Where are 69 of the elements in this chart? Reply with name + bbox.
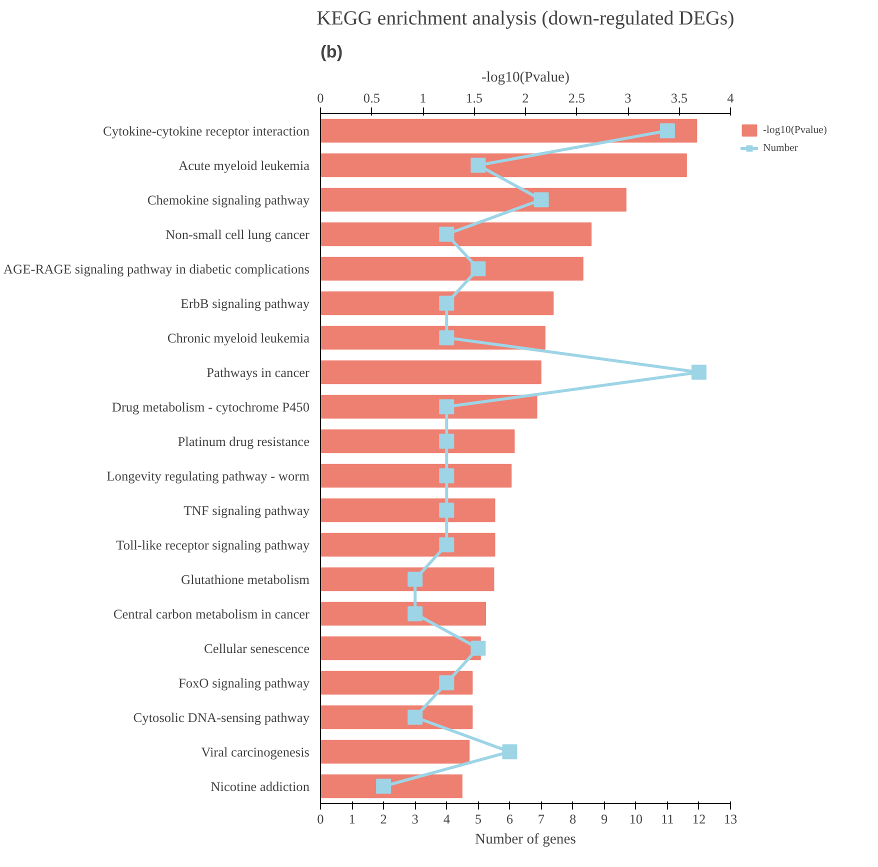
x2-tick-label: 2.5 xyxy=(568,90,586,106)
y-tick-label: Longevity regulating pathway - worm xyxy=(106,468,310,484)
x-tick-label: 4 xyxy=(443,812,450,826)
y-tick-label: TNF signaling pathway xyxy=(184,502,310,518)
x-tick-label: 1 xyxy=(348,812,356,826)
y-tick-label: Cellular senescence xyxy=(204,640,310,656)
y-tick-label: Central carbon metabolism in cancer xyxy=(113,606,310,622)
x-tick-label: 7 xyxy=(538,812,545,826)
y-tick-label: Cytokine-cytokine receptor interaction xyxy=(102,123,310,138)
x2-tick-label: 3 xyxy=(624,90,632,106)
y-tick-label: Drug metabolism - cytochrome P450 xyxy=(112,399,310,414)
point xyxy=(691,364,706,380)
point xyxy=(534,192,549,208)
point xyxy=(408,572,423,587)
x2-tick-label: 0 xyxy=(317,90,324,106)
x-tick-label: 13 xyxy=(724,812,738,826)
text: (b) xyxy=(320,42,343,62)
x2-tick-label: 1.5 xyxy=(466,90,483,106)
x-tick-label: 2 xyxy=(380,812,387,826)
y-tick-label: Cytosolic DNA-sensing pathway xyxy=(133,710,310,725)
y-tick-label: FoxO signaling pathway xyxy=(178,675,310,690)
y-tick-label: AGE-RAGE signaling pathway in diabetic complications xyxy=(3,261,310,276)
point xyxy=(376,778,392,794)
point xyxy=(439,502,454,518)
x-axis-title: Number of genes xyxy=(475,832,576,848)
x2-tick-label: 1 xyxy=(420,90,426,106)
y-tick-label: Platinum drug resistance xyxy=(178,434,310,449)
y-tick-label: ErbB signaling pathway xyxy=(180,296,310,311)
point xyxy=(470,261,486,276)
point xyxy=(502,744,518,760)
x2-tick-label: 2 xyxy=(522,90,529,106)
point xyxy=(660,123,675,138)
x-tick-label: 0 xyxy=(317,812,324,826)
point xyxy=(470,640,486,656)
x2-tick-label: 0.5 xyxy=(363,90,380,106)
y-tick-label: Acute myeloid leukemia xyxy=(178,158,310,173)
y-tick-label: Glutathione metabolism xyxy=(181,572,310,587)
legend-label: Number xyxy=(763,142,798,155)
y-tick-label: Chronic myeloid leukemia xyxy=(167,330,310,346)
point xyxy=(439,468,454,484)
y-tick-label: Viral carcinogenesis xyxy=(201,744,310,760)
x-tick-label: 9 xyxy=(601,812,608,826)
x2-axis-title: -log10(Pvalue) xyxy=(482,70,570,86)
x-tick-label: 3 xyxy=(412,812,419,826)
x2-tick-label: 3.5 xyxy=(670,90,688,106)
y-tick-label: Nicotine addiction xyxy=(210,778,310,794)
y-tick-label: Non-small cell lung cancer xyxy=(166,226,310,242)
point xyxy=(439,434,454,449)
x-tick-label: 5 xyxy=(474,812,482,826)
point xyxy=(439,675,454,690)
point xyxy=(408,606,423,622)
x2-tick-label: 4 xyxy=(727,90,734,106)
x-tick-label: 6 xyxy=(506,812,514,826)
chart-title: KEGG enrichment analysis (down-regulated DEGs) xyxy=(316,8,734,30)
legend-label: -log10(Pvalue) xyxy=(763,124,827,137)
point xyxy=(439,330,454,346)
x-tick-label: 10 xyxy=(629,812,643,826)
point xyxy=(408,710,423,725)
y-tick-label: Chemokine signaling pathway xyxy=(147,192,310,208)
y-tick-label: Pathways in cancer xyxy=(206,364,310,380)
point xyxy=(470,158,486,173)
x-tick-label: 8 xyxy=(569,812,576,826)
point xyxy=(439,296,454,311)
x-tick-label: 11 xyxy=(661,812,674,826)
point xyxy=(439,226,454,242)
point xyxy=(439,399,454,414)
point xyxy=(439,537,454,552)
y-tick-label: Toll-like receptor signaling pathway xyxy=(116,537,310,552)
x-tick-label: 12 xyxy=(692,812,706,826)
